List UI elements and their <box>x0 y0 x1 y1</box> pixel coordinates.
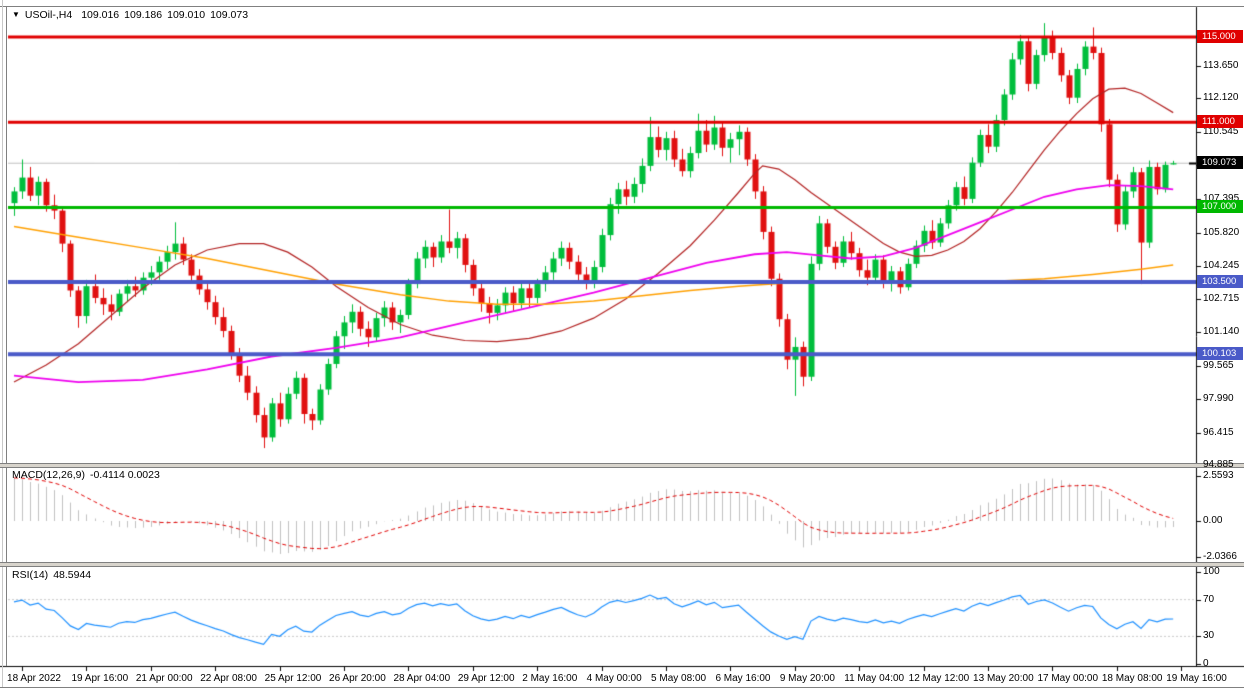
window-top-border <box>0 6 1244 7</box>
symbol-dropdown-icon[interactable]: ▼ <box>12 10 20 19</box>
panel-divider-rsi[interactable] <box>0 562 1244 567</box>
price-level-badge: 115.000 <box>1197 30 1243 43</box>
price-level-badge: 103.500 <box>1197 274 1243 288</box>
price-level-badge: 111.000 <box>1197 115 1243 129</box>
panel-divider-macd[interactable] <box>0 463 1244 468</box>
window-left-border <box>2 0 3 693</box>
current-price-badge: 109.073 <box>1197 156 1243 170</box>
price-level-badge: 107.000 <box>1197 200 1243 214</box>
window-bottom-border <box>0 687 1244 693</box>
window-left-border-inner <box>6 6 7 666</box>
price-level-badge: 100.103 <box>1197 347 1243 361</box>
